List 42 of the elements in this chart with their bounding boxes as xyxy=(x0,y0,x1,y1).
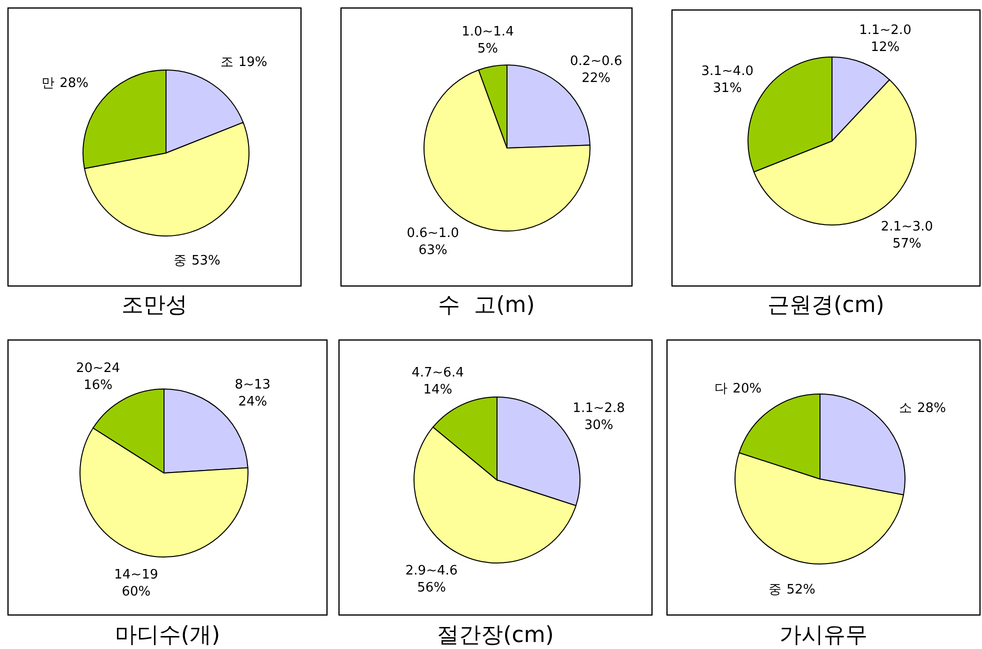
slice-label: 4.7~6.4 xyxy=(412,366,464,381)
slice-label: 2.9~4.6 xyxy=(405,563,458,578)
slice-label: 20~24 xyxy=(76,360,120,376)
data-label: 24% xyxy=(238,394,268,410)
data-label: 5% xyxy=(477,42,498,57)
slice-label: 중 xyxy=(768,582,782,598)
data-label: 20% xyxy=(732,382,762,397)
text: 근원경(cm) xyxy=(768,293,884,318)
data-label: 16% xyxy=(84,378,112,393)
slice-label: 8~13 xyxy=(234,377,271,392)
data-label: 31% xyxy=(712,81,742,96)
slice-label: 1.0~1.4 xyxy=(462,24,514,40)
data-label: 28% xyxy=(60,76,88,92)
slice-label: 소 xyxy=(899,400,912,416)
slice-label: 중 xyxy=(174,254,187,269)
text: 마디수(개) xyxy=(114,623,220,648)
slice-label: 0.2~0.6 xyxy=(570,54,622,70)
slice-label: 1.1~2.8 xyxy=(572,400,625,416)
text: 조만성 xyxy=(122,293,188,318)
data-label: 12% xyxy=(870,40,900,55)
slice-label: 2.1~3.0 xyxy=(880,220,934,235)
text: 수 고(m) xyxy=(438,293,535,318)
slice-label: 만 xyxy=(42,76,55,92)
slice-label: 다 xyxy=(714,382,728,397)
data-label: 14% xyxy=(423,382,452,398)
data-label: 52% xyxy=(786,582,816,598)
data-label: 57% xyxy=(892,236,922,252)
data-label: 30% xyxy=(584,418,614,433)
data-label: 60% xyxy=(122,584,151,600)
text: 가시유무 xyxy=(780,623,868,648)
data-label: 63% xyxy=(418,243,448,258)
slice-label: 조 xyxy=(220,55,234,70)
slice-label: 3.1~4.0 xyxy=(701,64,754,80)
slice-label: 0.6~1.0 xyxy=(406,226,460,242)
text: 절간장(cm) xyxy=(437,623,554,648)
slice-label: 1.1~2.0 xyxy=(859,22,912,38)
data-label: 19% xyxy=(238,55,268,70)
data-label: 56% xyxy=(417,580,446,596)
slice-label: 14~19 xyxy=(114,567,158,582)
data-label: 53% xyxy=(192,254,220,269)
data-label: 22% xyxy=(582,71,611,86)
data-label: 28% xyxy=(917,400,946,416)
